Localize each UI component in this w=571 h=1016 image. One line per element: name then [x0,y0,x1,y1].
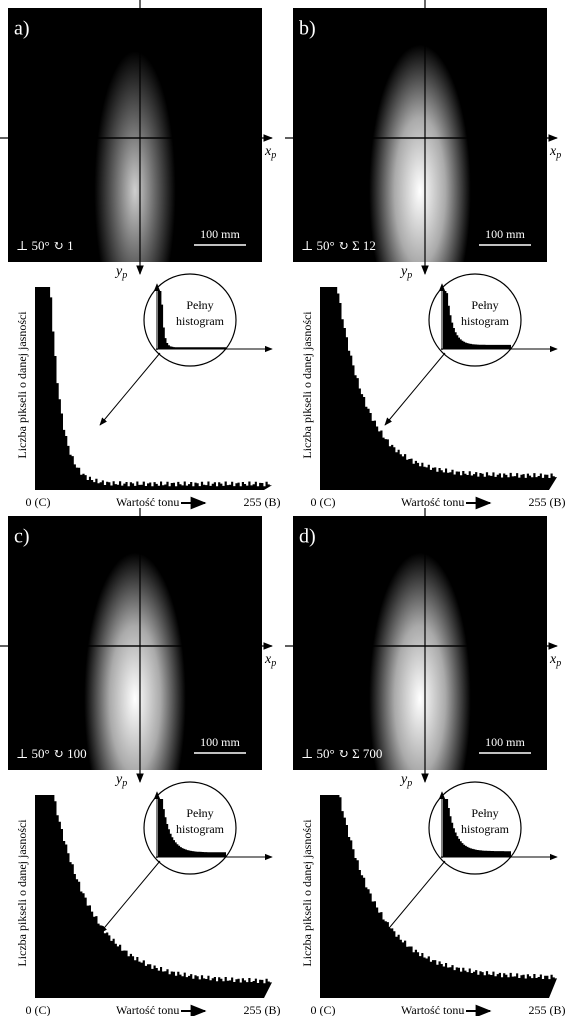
histogram-y-label: Liczba pikseli o danej jasności [300,311,314,459]
histogram-x-min: 0 (C) [311,1003,336,1016]
zoom-arrow [385,353,445,425]
zoom-arrow [100,353,160,425]
histogram-x-max: 255 (B) [244,495,281,509]
x-axis-sub: p [555,150,561,161]
panel: a) ⊥ 50° ↻ 1 100 mm xp yp Liczba pikseli o da… [0,0,281,509]
histogram-x-label: Wartość tonu [401,495,464,509]
zoom-arrow [385,861,445,933]
histogram-y-label: Liczba pikseli o danej jasności [300,819,314,967]
histogram-y-label: Liczba pikseli o danej jasności [15,311,29,459]
panel-label: a) [14,18,30,40]
histogram-x-max: 255 (B) [529,495,566,509]
histogram-y-label: Liczba pikseli o danej jasności [15,819,29,967]
histogram-x-min: 0 (C) [26,495,51,509]
scale-label: 100 mm [200,735,240,749]
inset-title-2: histogram [461,314,510,328]
panel-label: c) [14,526,30,548]
image-glow [8,516,262,770]
histogram-x-label: Wartość tonu [401,1003,464,1016]
inset-title-2: histogram [176,314,225,328]
y-axis-label: yp [114,772,127,789]
x-axis-label: xp [549,144,561,161]
caption: ⊥ 50° ↻ Σ 700 [301,746,382,761]
panel: c) ⊥ 50° ↻ 100 100 mm xp yp Liczba pikseli o … [0,508,281,1016]
histogram-x-max: 255 (B) [244,1003,281,1016]
y-axis-label: yp [114,264,127,281]
scale-label: 100 mm [200,227,240,241]
panel: d) ⊥ 50° ↻ Σ 700 100 mm xp yp Liczba pikseli … [285,508,566,1016]
histogram-x-max: 255 (B) [529,1003,566,1016]
x-axis-sub: p [270,150,276,161]
x-axis-sub: p [555,658,561,669]
caption: ⊥ 50° ↻ Σ 12 [301,238,376,253]
y-axis-sub: p [121,778,127,789]
y-axis-sub: p [406,270,412,281]
scale-label: 100 mm [485,735,525,749]
inset-title-1: Pełny [186,806,213,820]
histogram-x-label: Wartość tonu [116,1003,179,1016]
x-axis-sub: p [270,658,276,669]
inset-title-2: histogram [176,822,225,836]
caption: ⊥ 50° ↻ 1 [16,238,74,253]
x-axis-label: xp [264,652,276,669]
inset-title-2: histogram [461,822,510,836]
x-axis-label: xp [549,652,561,669]
y-axis-label: yp [399,772,412,789]
panel-label: d) [299,526,316,548]
histogram-x-min: 0 (C) [311,495,336,509]
image-glow [293,516,547,770]
caption: ⊥ 50° ↻ 100 [16,746,87,761]
image-glow [8,8,262,262]
panel: b) ⊥ 50° ↻ Σ 12 100 mm xp yp Liczba pikseli o… [285,0,566,509]
inset-title-1: Pełny [471,806,498,820]
inset-title-1: Pełny [471,298,498,312]
x-axis-label: xp [264,144,276,161]
y-axis-sub: p [121,270,127,281]
page: {"panels": [ {"label": "a)", "caption": … [0,0,571,1016]
histogram-x-min: 0 (C) [26,1003,51,1016]
histogram-x-label: Wartość tonu [116,495,179,509]
scale-label: 100 mm [485,227,525,241]
inset-title-1: Pełny [186,298,213,312]
y-axis-sub: p [406,778,412,789]
image-glow [293,8,547,262]
zoom-arrow [100,861,160,933]
panel-label: b) [299,18,316,40]
y-axis-label: yp [399,264,412,281]
figure: a) ⊥ 50° ↻ 1 100 mm xp yp Liczba pikseli o da… [0,0,571,1016]
